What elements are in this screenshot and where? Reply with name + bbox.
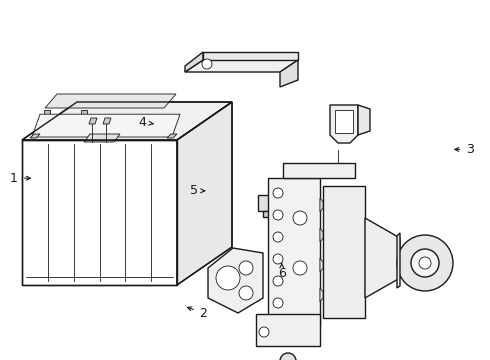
Circle shape: [239, 286, 253, 300]
Text: 6: 6: [278, 267, 286, 280]
Polygon shape: [335, 110, 353, 133]
Polygon shape: [263, 211, 271, 217]
Polygon shape: [40, 116, 70, 122]
Polygon shape: [320, 258, 323, 272]
Text: 3: 3: [466, 143, 474, 156]
Polygon shape: [283, 163, 355, 178]
Circle shape: [280, 353, 296, 360]
Polygon shape: [256, 314, 320, 346]
Circle shape: [273, 210, 283, 220]
Polygon shape: [330, 105, 358, 143]
Polygon shape: [45, 94, 176, 108]
Polygon shape: [358, 105, 370, 135]
Polygon shape: [203, 52, 298, 60]
Polygon shape: [280, 60, 298, 87]
Circle shape: [270, 195, 290, 215]
Polygon shape: [397, 233, 400, 288]
Circle shape: [293, 261, 307, 275]
Circle shape: [419, 257, 431, 269]
Polygon shape: [22, 102, 232, 140]
Polygon shape: [323, 186, 365, 318]
Circle shape: [411, 249, 439, 277]
Polygon shape: [44, 110, 50, 122]
Polygon shape: [32, 114, 180, 137]
Polygon shape: [320, 288, 323, 302]
Circle shape: [273, 276, 283, 286]
Text: 2: 2: [199, 307, 207, 320]
Text: 1: 1: [10, 172, 18, 185]
Circle shape: [273, 188, 283, 198]
Circle shape: [397, 235, 453, 291]
Polygon shape: [81, 110, 87, 122]
Circle shape: [273, 232, 283, 242]
Polygon shape: [22, 140, 177, 285]
Circle shape: [273, 254, 283, 264]
Circle shape: [275, 200, 285, 210]
Circle shape: [216, 266, 240, 290]
Polygon shape: [268, 178, 320, 326]
Circle shape: [293, 211, 307, 225]
Polygon shape: [258, 195, 276, 211]
Text: 4: 4: [138, 116, 146, 129]
Polygon shape: [167, 134, 177, 138]
Polygon shape: [77, 116, 107, 122]
Polygon shape: [185, 52, 203, 72]
Polygon shape: [84, 134, 120, 142]
Circle shape: [202, 59, 212, 69]
Polygon shape: [103, 118, 111, 124]
Circle shape: [259, 327, 269, 337]
Polygon shape: [320, 228, 323, 242]
Polygon shape: [185, 60, 298, 72]
Polygon shape: [320, 198, 323, 212]
Polygon shape: [177, 102, 232, 285]
Polygon shape: [89, 118, 97, 124]
Polygon shape: [365, 218, 400, 298]
Polygon shape: [30, 134, 40, 138]
Circle shape: [273, 298, 283, 308]
Text: 5: 5: [190, 184, 197, 197]
Circle shape: [239, 261, 253, 275]
Polygon shape: [208, 248, 263, 313]
